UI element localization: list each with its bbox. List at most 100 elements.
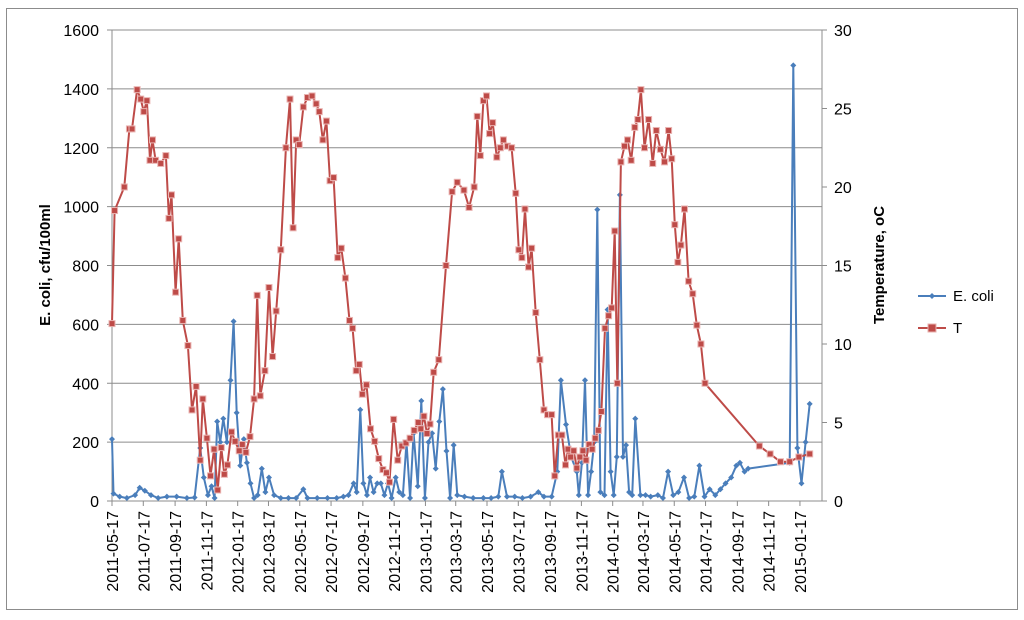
data-point [312, 100, 320, 108]
data-point [504, 493, 511, 500]
data-point [613, 379, 621, 387]
data-point [109, 436, 115, 443]
legend-ecoli-label: E. coli [953, 288, 994, 305]
data-point [486, 130, 494, 138]
data-point [188, 406, 196, 414]
data-point [363, 492, 370, 499]
data-point [242, 448, 250, 456]
data-point [637, 492, 644, 499]
data-point [172, 288, 180, 296]
data-point [360, 480, 367, 487]
legend-t-label: T [953, 320, 962, 337]
data-point [330, 174, 338, 182]
data-point [217, 444, 225, 452]
data-point [220, 415, 227, 422]
data-point [272, 307, 280, 315]
data-point [649, 159, 657, 167]
chart-frame [6, 8, 1018, 610]
data-point [532, 309, 540, 317]
y-axis-right: 0 5 10 15 20 25 30 [821, 23, 852, 511]
data-point [582, 456, 590, 464]
data-point [333, 495, 340, 502]
data-point [567, 453, 575, 461]
data-point [619, 453, 626, 460]
data-point [240, 436, 247, 443]
x-tick-label: 2011-07-17 [136, 511, 153, 592]
data-point [390, 415, 398, 423]
data-point [594, 426, 602, 434]
data-point [564, 445, 572, 453]
data-point [488, 495, 495, 502]
data-point [755, 442, 763, 450]
data-point [231, 437, 239, 445]
data-point [436, 418, 443, 425]
data-point [617, 158, 625, 166]
data-point [798, 480, 805, 487]
x-tick-label: 2014-05-17 [667, 511, 684, 593]
data-point [340, 493, 347, 500]
data-point [136, 484, 143, 491]
data-point [128, 125, 136, 133]
data-point [289, 224, 297, 232]
data-point [388, 495, 395, 502]
data-point [693, 321, 701, 329]
legend-t-marker [927, 323, 937, 333]
data-point [685, 277, 693, 285]
data-point [696, 462, 703, 469]
data-point [439, 386, 446, 393]
data-point [489, 119, 497, 127]
data-point [626, 489, 633, 496]
data-point [717, 486, 724, 493]
data-point [173, 493, 180, 500]
data-point [681, 205, 689, 213]
y-left-tick-label: 200 [72, 435, 99, 452]
series-group [108, 62, 814, 502]
data-point [277, 495, 284, 502]
data-point [632, 415, 639, 422]
data-point [588, 468, 595, 475]
data-point [196, 456, 204, 464]
data-point [191, 494, 198, 501]
data-point [179, 316, 187, 324]
data-point [689, 290, 697, 298]
data-point [508, 144, 516, 152]
x-tick-label: 2011-11-17 [199, 511, 216, 591]
y-left-tick-label: 800 [72, 259, 99, 276]
data-point [675, 489, 682, 496]
data-point [476, 152, 484, 160]
data-point [382, 469, 390, 477]
data-point [394, 456, 402, 464]
x-tick-label: 2012-11-17 [387, 511, 404, 592]
data-point [200, 474, 207, 481]
y-left-tick-label: 1000 [63, 200, 99, 217]
data-point [406, 434, 414, 442]
data-point [482, 92, 490, 100]
series-ecoli [109, 62, 813, 502]
data-point [111, 207, 119, 215]
x-axis: 2011-05-17 2011-07-17 2011-09-17 2011-11-17… [105, 500, 822, 593]
data-point [314, 495, 321, 502]
data-point [558, 431, 566, 439]
data-point [597, 408, 605, 416]
data-point [253, 291, 261, 299]
data-point [681, 474, 688, 481]
data-point [261, 367, 269, 375]
data-point [610, 492, 617, 499]
data-point [806, 400, 813, 407]
data-point [417, 425, 425, 433]
x-tick-label: 2014-07-17 [699, 511, 716, 593]
data-point [429, 430, 436, 437]
data-point [258, 465, 265, 472]
data-point [300, 486, 307, 493]
data-point [430, 368, 438, 376]
data-point [162, 152, 170, 160]
data-point [402, 439, 410, 447]
data-point [271, 492, 278, 499]
y-left-tick-label: 0 [90, 494, 99, 511]
data-point [341, 274, 349, 282]
data-point [631, 123, 639, 131]
data-point [601, 324, 609, 332]
data-point [204, 492, 211, 499]
data-point [256, 392, 264, 400]
data-point [163, 493, 170, 500]
